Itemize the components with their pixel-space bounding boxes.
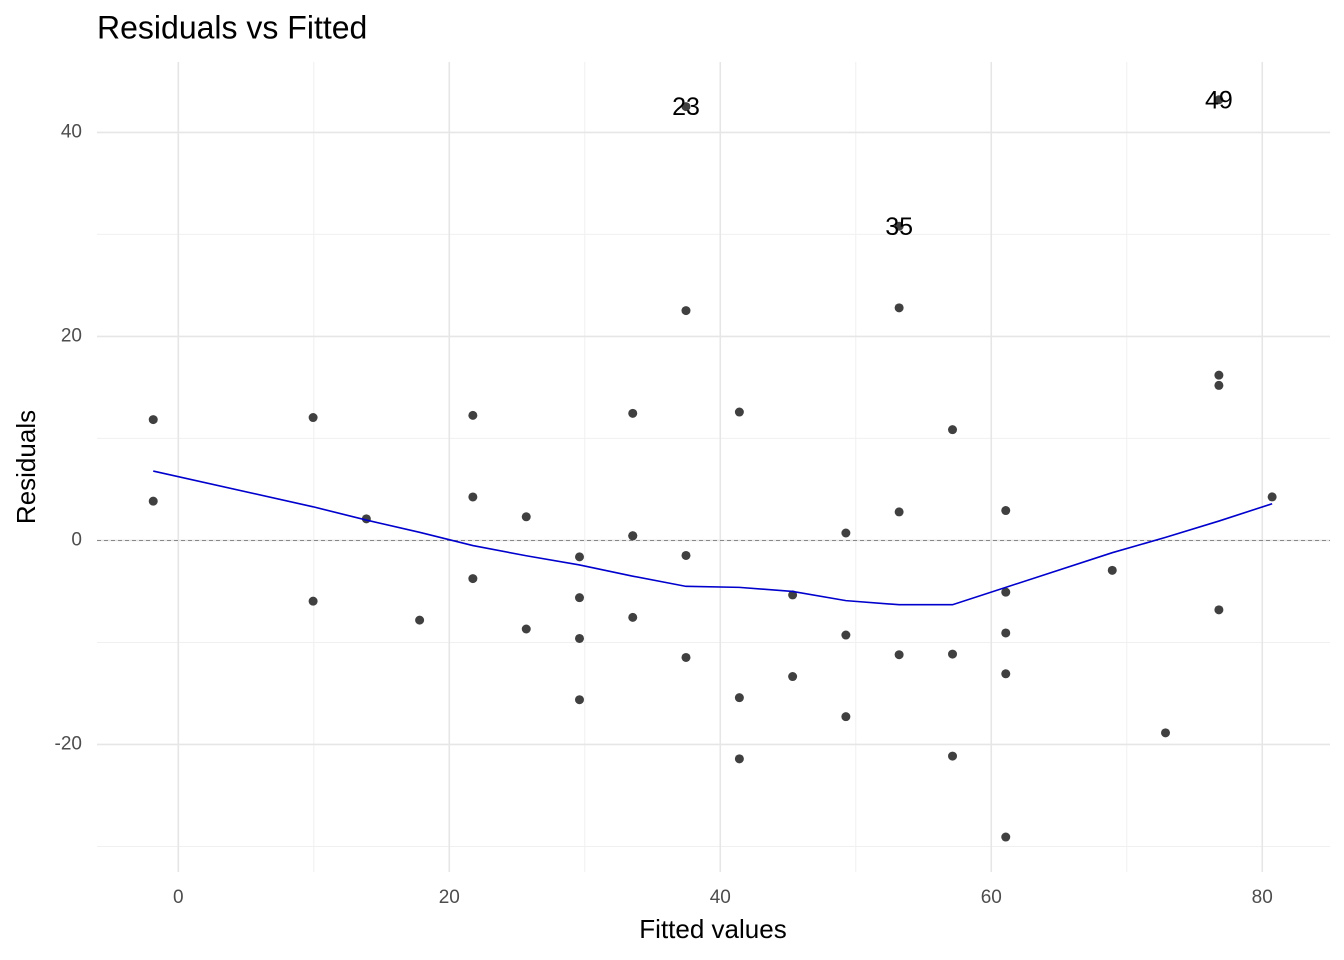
x-tick-label: 0	[173, 887, 184, 908]
data-point	[521, 512, 531, 522]
data-point	[841, 630, 851, 640]
data-point	[1107, 565, 1117, 575]
data-point	[628, 408, 638, 418]
data-point	[1161, 728, 1171, 738]
data-point	[681, 306, 691, 316]
data-point	[628, 531, 638, 541]
y-tick-label: 20	[61, 325, 82, 346]
data-point	[1001, 669, 1011, 679]
data-point	[148, 496, 158, 506]
data-point	[1267, 492, 1277, 502]
y-axis-title: Residuals	[11, 410, 41, 524]
data-point	[521, 624, 531, 634]
data-point	[894, 507, 904, 517]
data-point	[415, 615, 425, 625]
data-point	[468, 492, 478, 502]
data-point	[894, 650, 904, 660]
data-point	[1001, 506, 1011, 516]
y-tick-label: 40	[61, 121, 82, 142]
data-point	[574, 633, 584, 643]
x-tick-label: 20	[439, 887, 460, 908]
data-point	[1214, 370, 1224, 380]
data-point	[894, 221, 904, 231]
chart-title: Residuals vs Fitted	[97, 9, 367, 45]
data-point	[148, 415, 158, 425]
data-point	[734, 407, 744, 417]
data-point	[894, 303, 904, 313]
data-point	[788, 672, 798, 682]
data-point	[948, 425, 958, 435]
data-point	[734, 754, 744, 764]
data-point	[841, 528, 851, 538]
data-point	[841, 712, 851, 722]
smooth-line	[153, 470, 1273, 606]
data-point	[1214, 605, 1224, 615]
data-point	[1001, 832, 1011, 842]
data-point	[734, 693, 744, 703]
data-point	[788, 590, 798, 600]
data-point	[628, 612, 638, 622]
x-axis-title: Fitted values	[639, 914, 786, 944]
data-point	[1001, 628, 1011, 638]
data-point	[468, 574, 478, 584]
data-point	[574, 552, 584, 562]
x-tick-label: 60	[981, 887, 1002, 908]
data-point	[468, 410, 478, 420]
data-point	[681, 652, 691, 662]
data-point	[1214, 95, 1224, 105]
x-tick-label: 40	[710, 887, 731, 908]
x-tick-label: 80	[1252, 887, 1273, 908]
data-point	[681, 550, 691, 560]
data-point	[574, 593, 584, 603]
y-tick-label: -20	[55, 733, 82, 754]
data-point	[308, 413, 318, 423]
data-point	[1001, 587, 1011, 597]
data-point	[681, 102, 691, 112]
data-point	[948, 751, 958, 761]
data-point	[948, 649, 958, 659]
data-point	[308, 596, 318, 606]
point-label: 49	[1205, 86, 1233, 114]
data-point	[1214, 380, 1224, 390]
data-point	[574, 695, 584, 705]
point-label: 35	[885, 213, 913, 241]
point-label: 23	[672, 93, 700, 121]
y-tick-label: 0	[71, 529, 82, 550]
